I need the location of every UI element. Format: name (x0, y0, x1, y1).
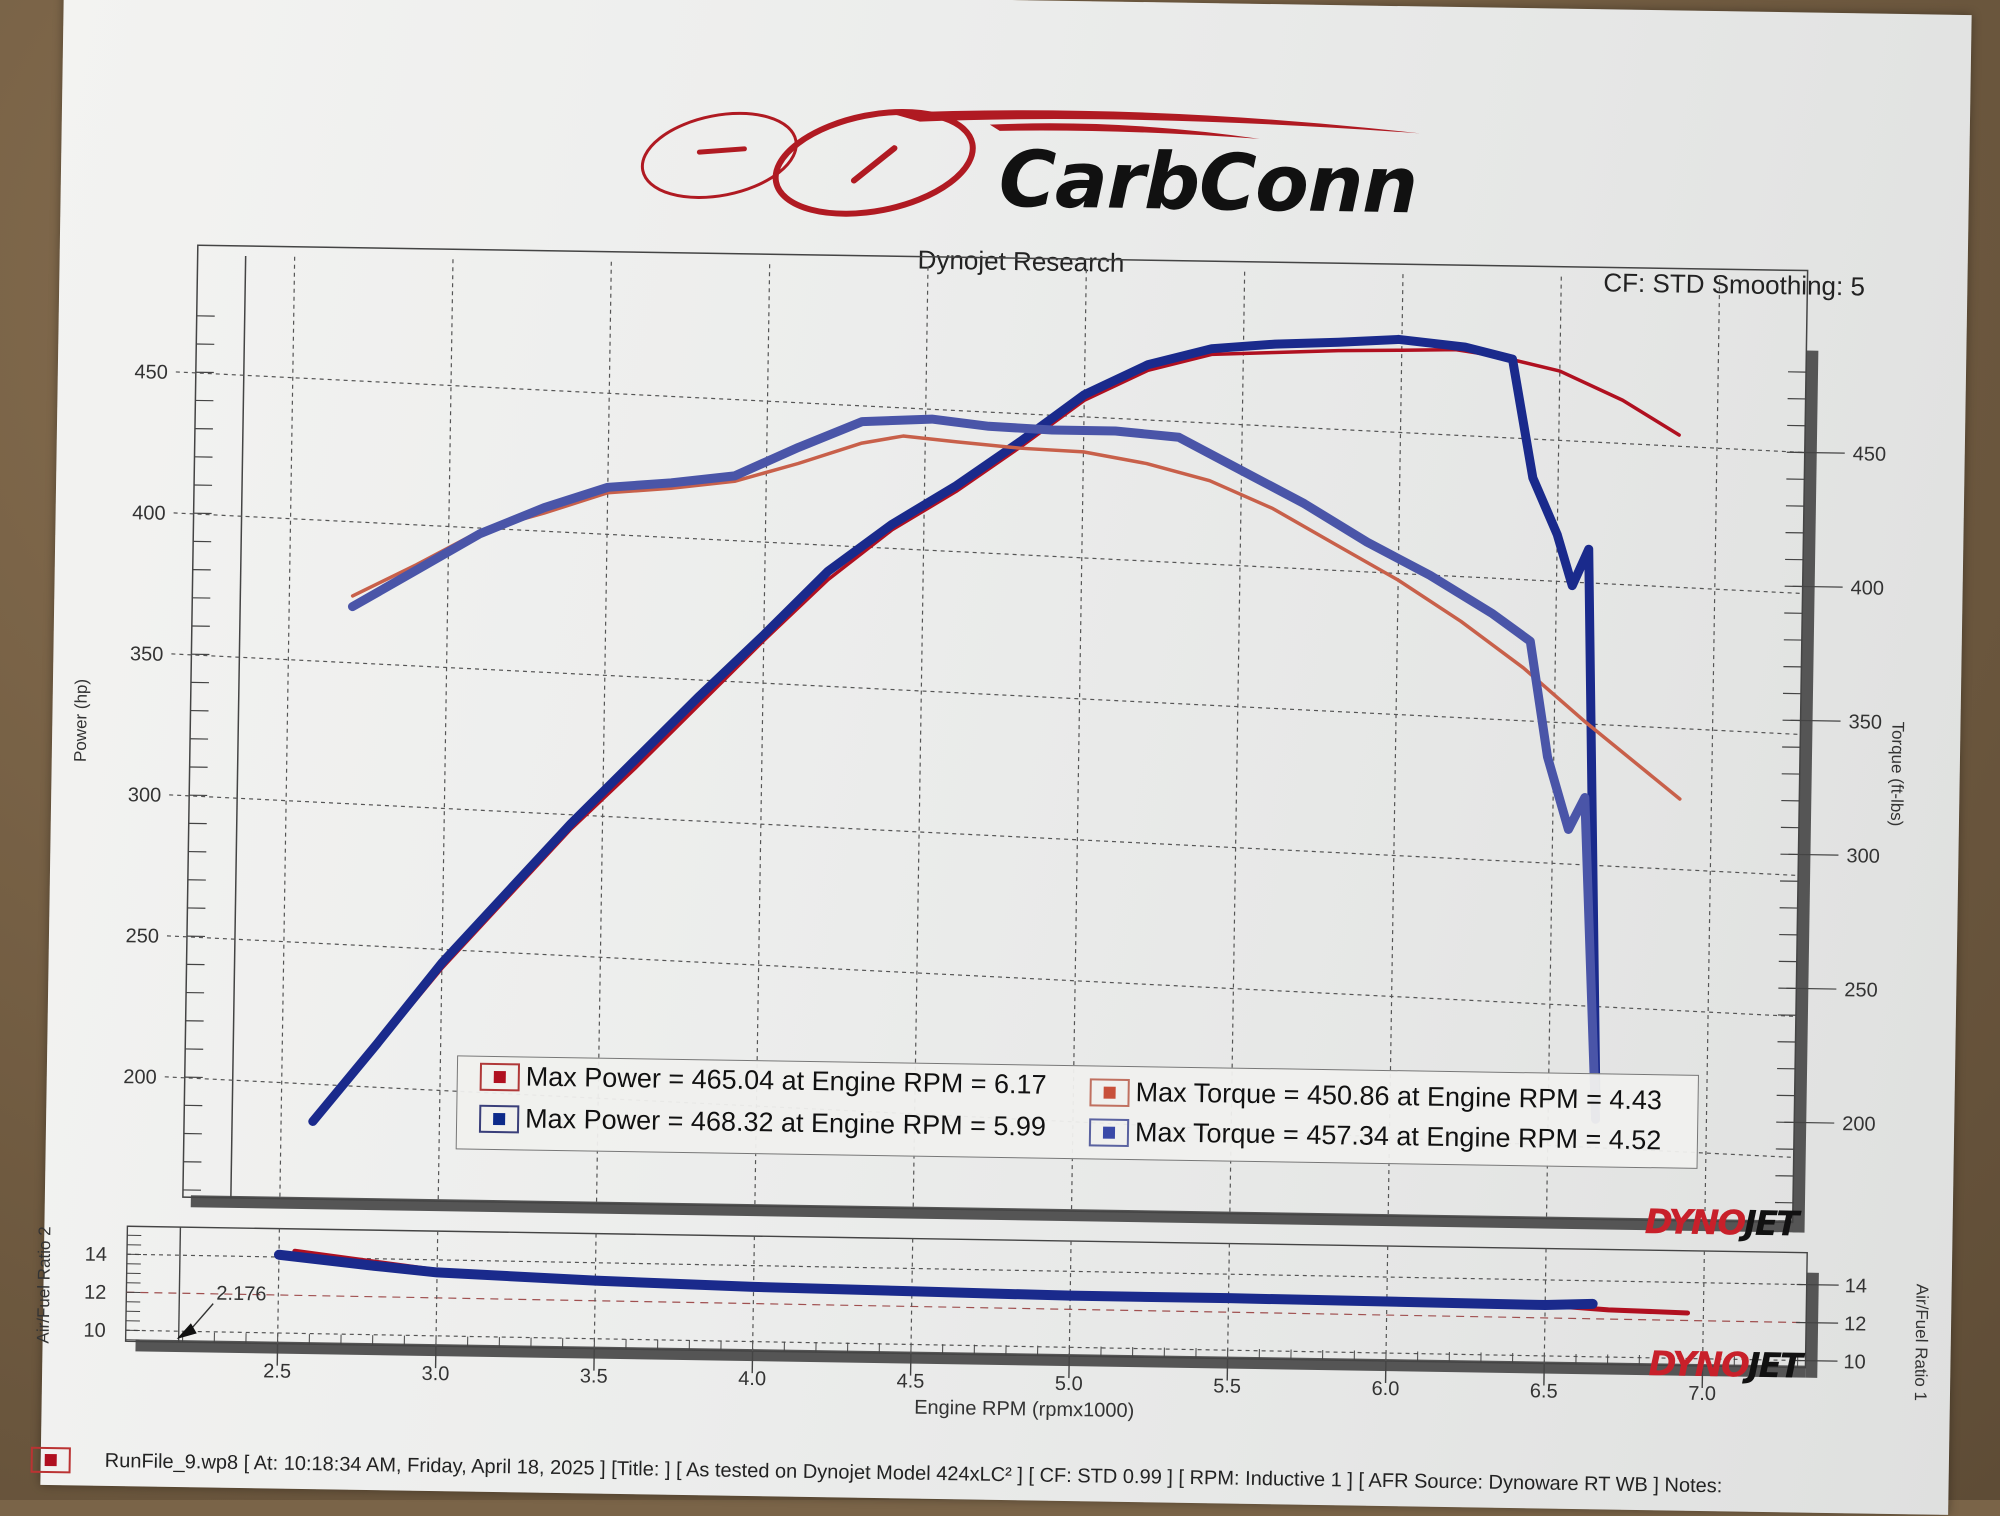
svg-text:4.5: 4.5 (896, 1370, 924, 1392)
svg-text:14: 14 (1845, 1275, 1868, 1297)
dynojet-logo-main: DYNOJET (1644, 1202, 1797, 1244)
svg-text:4.0: 4.0 (738, 1368, 766, 1390)
series-line (313, 323, 1608, 1142)
svg-text:300: 300 (128, 784, 162, 807)
svg-text:250: 250 (125, 925, 159, 948)
svg-text:Air/Fuel Ratio 2: Air/Fuel Ratio 2 (34, 1226, 55, 1343)
chart-legend: Max Power = 465.04 at Engine RPM = 6.17 … (456, 1055, 1699, 1168)
legend-item-run1-torque: Max Torque = 450.86 at Engine RPM = 4.43 (1089, 1076, 1662, 1116)
svg-text:6.0: 6.0 (1371, 1378, 1399, 1400)
svg-text:450: 450 (1853, 443, 1887, 466)
legend-swatch (479, 1104, 519, 1133)
svg-text:Power (hp): Power (hp) (71, 679, 91, 762)
svg-text:10: 10 (1843, 1351, 1866, 1373)
svg-text:3.5: 3.5 (580, 1365, 608, 1387)
dynojet-logo-afr: DYNOJET (1648, 1344, 1801, 1386)
svg-text:350: 350 (130, 643, 164, 666)
legend-swatch (1089, 1078, 1129, 1107)
svg-text:Torque (ft-lbs): Torque (ft-lbs) (1887, 721, 1908, 826)
svg-text:Engine RPM (rpmx1000): Engine RPM (rpmx1000) (914, 1397, 1134, 1422)
svg-text:5.0: 5.0 (1055, 1373, 1083, 1395)
legend-item-run2-torque: Max Torque = 457.34 at Engine RPM = 4.52 (1089, 1116, 1662, 1156)
legend-swatch (1089, 1118, 1129, 1147)
svg-text:14: 14 (85, 1244, 108, 1266)
svg-text:2.176: 2.176 (216, 1283, 266, 1306)
series-line (345, 410, 1607, 1119)
svg-text:300: 300 (1846, 845, 1880, 868)
svg-text:12: 12 (1844, 1313, 1867, 1335)
afr-series-line (279, 1255, 1594, 1306)
svg-text:350: 350 (1848, 711, 1882, 734)
svg-text:10: 10 (83, 1320, 106, 1342)
svg-text:2.5: 2.5 (263, 1360, 291, 1382)
svg-text:250: 250 (1844, 979, 1878, 1002)
svg-text:200: 200 (123, 1066, 157, 1089)
svg-text:200: 200 (1842, 1113, 1876, 1136)
svg-text:6.5: 6.5 (1530, 1380, 1558, 1402)
svg-text:3.0: 3.0 (421, 1363, 449, 1385)
run-color-swatch (31, 1447, 71, 1474)
legend-item-run1-power: Max Power = 465.04 at Engine RPM = 6.17 (480, 1061, 1047, 1101)
legend-item-run2-power: Max Power = 468.32 at Engine RPM = 5.99 (479, 1103, 1046, 1143)
legend-swatch (480, 1062, 520, 1091)
svg-text:400: 400 (132, 502, 166, 525)
dyno-sheet: CarbConn Dynojet Research CF: STD Smooth… (40, 0, 1971, 1515)
svg-text:400: 400 (1850, 577, 1884, 600)
svg-text:12: 12 (84, 1282, 107, 1304)
svg-text:7.0: 7.0 (1688, 1383, 1716, 1405)
svg-text:450: 450 (134, 361, 168, 384)
svg-text:5.5: 5.5 (1213, 1375, 1241, 1397)
svg-text:Air/Fuel Ratio 1: Air/Fuel Ratio 1 (1911, 1284, 1932, 1401)
